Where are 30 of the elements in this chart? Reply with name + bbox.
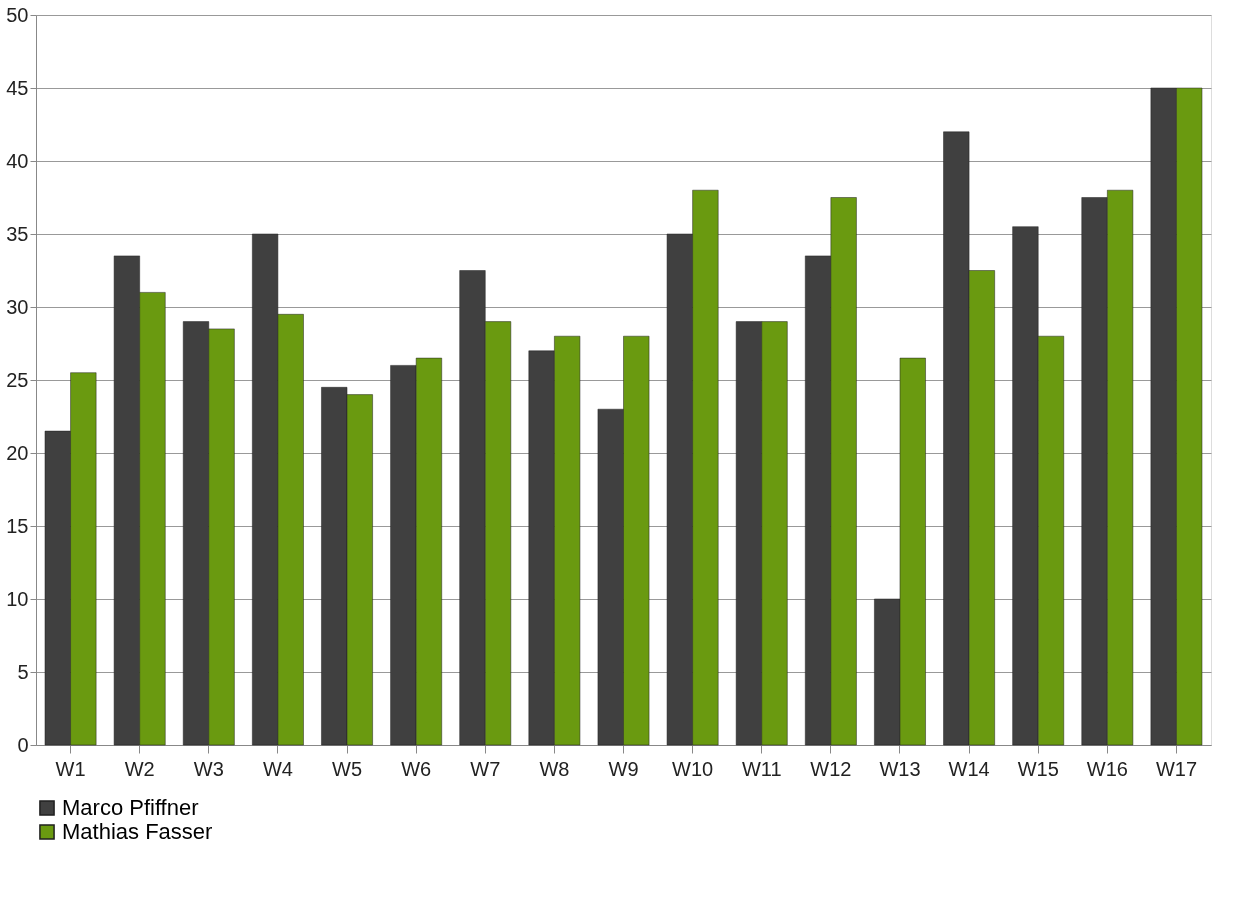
legend-label: Marco Pfiffner <box>62 795 199 820</box>
x-tick-label: W10 <box>672 757 714 780</box>
x-tick-label: W4 <box>262 757 293 780</box>
x-tick-label: W15 <box>1017 757 1059 780</box>
x-tick-label: W3 <box>193 757 224 780</box>
x-tick-label: W1 <box>55 757 86 780</box>
y-tick-label: 30 <box>6 295 29 318</box>
x-tick-label: W9 <box>608 757 639 780</box>
y-tick-label: 0 <box>17 733 29 756</box>
x-tick-label: W8 <box>539 757 570 780</box>
x-tick-label: W2 <box>124 757 155 780</box>
x-tick-label: W14 <box>948 757 990 780</box>
x-tick-label: W5 <box>332 757 363 780</box>
x-tick-label: W17 <box>1155 757 1197 780</box>
y-tick-label: 40 <box>6 149 29 172</box>
y-tick-label: 15 <box>6 514 29 537</box>
x-tick-label: W13 <box>879 757 921 780</box>
legend-label: Mathias Fasser <box>62 819 213 844</box>
x-tick-label: W11 <box>741 757 782 780</box>
y-tick-label: 10 <box>6 587 29 610</box>
y-tick-label: 5 <box>17 660 29 683</box>
y-tick-label: 20 <box>6 441 29 464</box>
y-tick-label: 50 <box>6 3 29 26</box>
x-tick-label: W12 <box>810 757 852 780</box>
y-tick-label: 45 <box>6 76 29 99</box>
y-tick-label: 25 <box>6 368 29 391</box>
x-tick-label: W6 <box>401 757 432 780</box>
y-tick-label: 35 <box>6 222 29 245</box>
x-tick-label: W7 <box>470 757 501 780</box>
x-tick-label: W16 <box>1086 757 1128 780</box>
